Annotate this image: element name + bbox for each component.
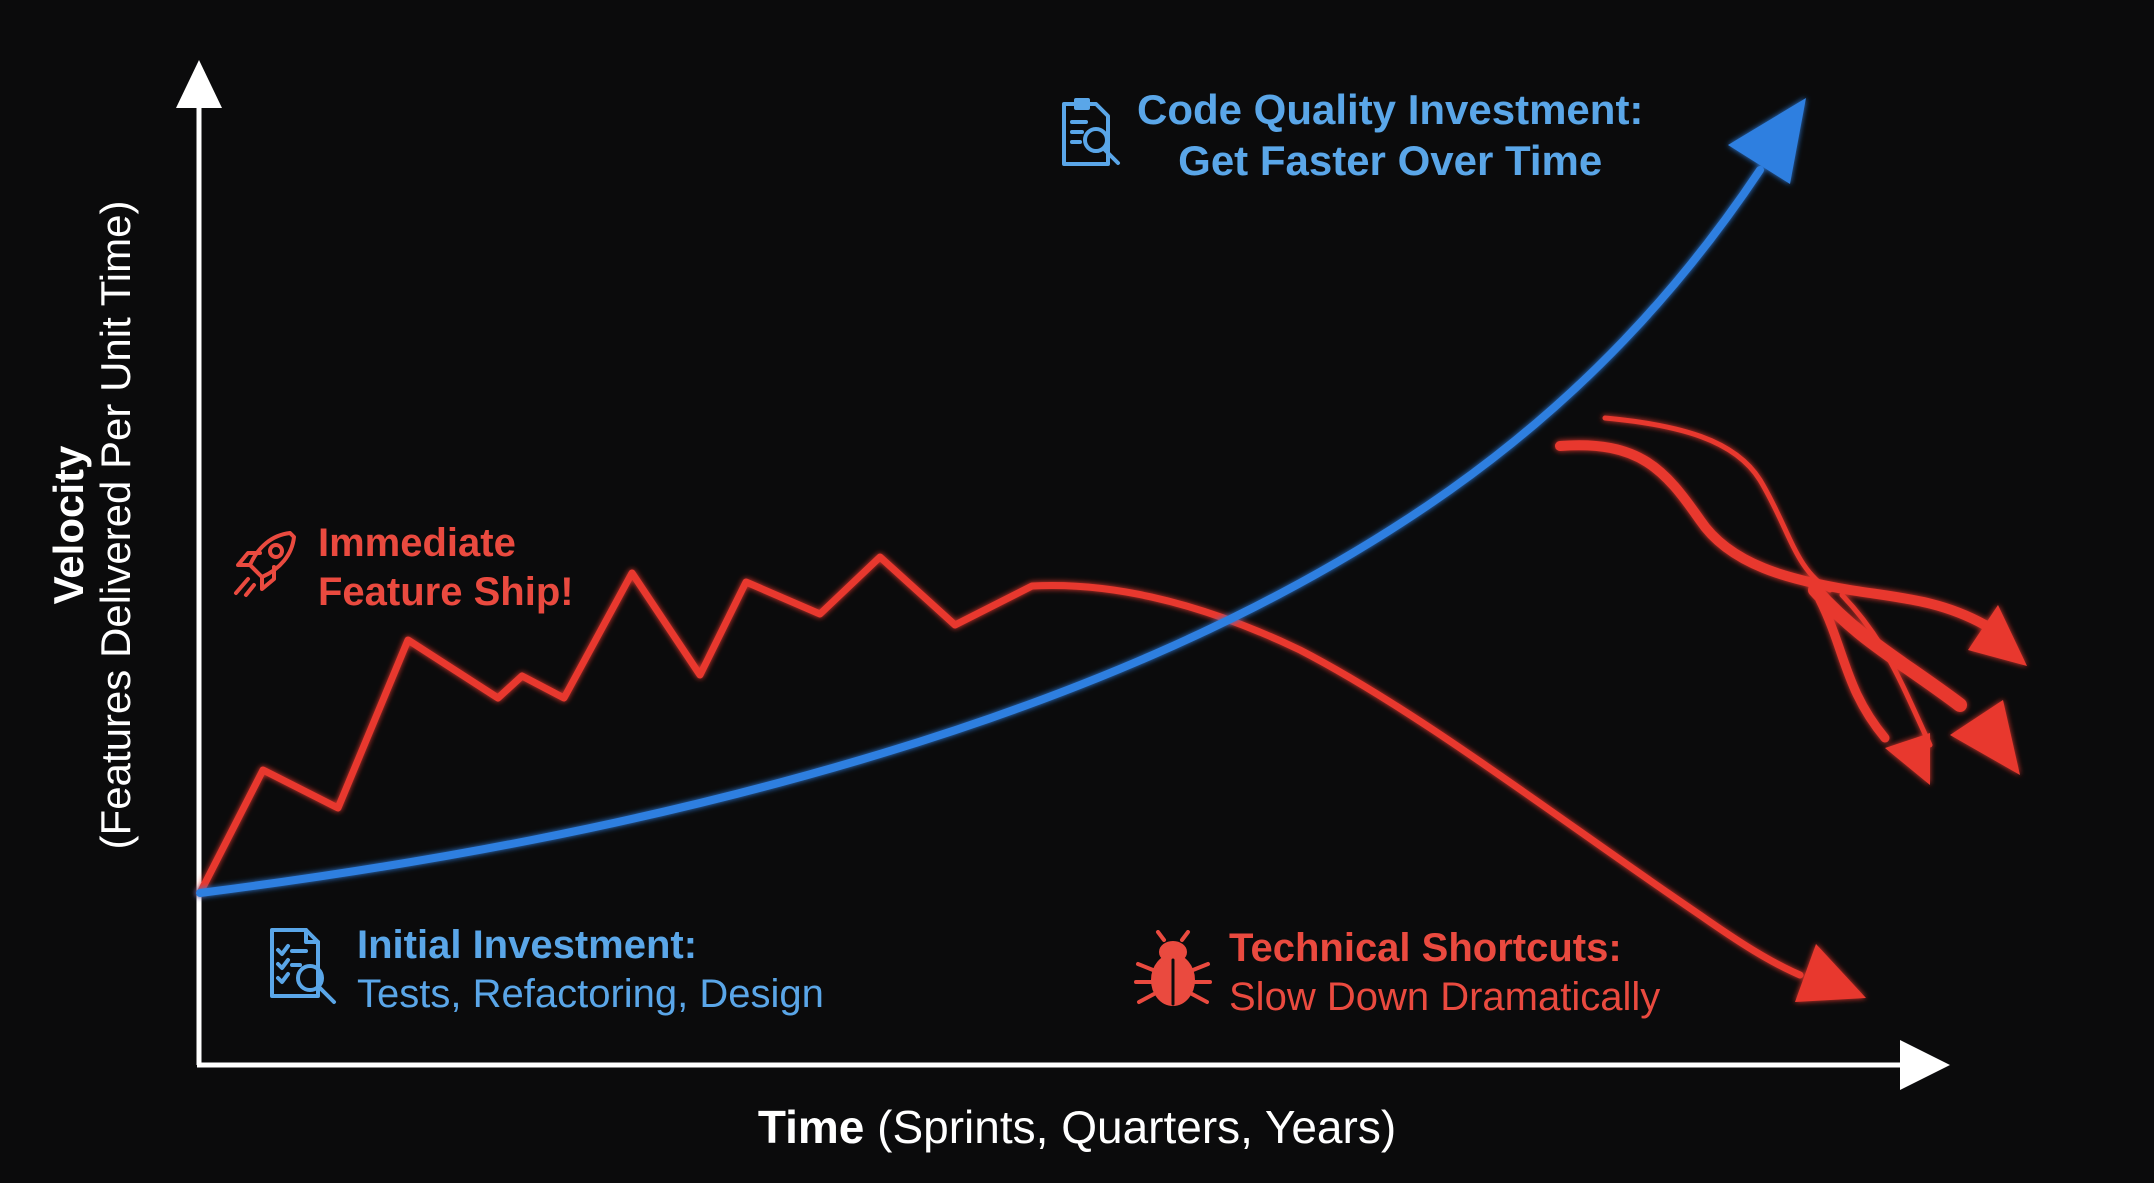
rocket-icon (234, 531, 296, 597)
quality-curve (196, 98, 1806, 897)
x-axis-arrowhead (1900, 1040, 1950, 1090)
immediate-line1: Immediate (318, 521, 516, 565)
branch-lower-arrowhead (1885, 733, 1930, 785)
y-axis-title: Velocity (45, 445, 92, 605)
x-axis-label: Time (Sprints, Quarters, Years) (0, 1100, 2154, 1154)
quality-curve-arrowhead (1728, 98, 1806, 184)
code-quality-line1: Code Quality Investment: (1137, 86, 1644, 133)
branch-upper-stroke (1602, 415, 1833, 593)
initial-investment-annotation: Initial Investment: Tests, Refactoring, … (357, 921, 824, 1019)
y-axis-arrowhead (176, 60, 222, 108)
document-search-icon (1062, 98, 1120, 166)
y-axis-subtitle: (Features Delivered Per Unit Time) (92, 200, 140, 850)
shortcut-curve (196, 553, 1866, 1002)
shortcuts-line2: Slow Down Dramatically (1229, 974, 1661, 1019)
y-axis-label: Velocity (Features Delivered Per Unit Ti… (45, 145, 139, 905)
code-quality-annotation: Code Quality Investment: Get Faster Over… (1137, 84, 1643, 186)
branch-main-stroke (1555, 440, 1990, 630)
branch-lower-stroke (1815, 595, 1890, 743)
shortcuts-line1: Technical Shortcuts: (1229, 926, 1622, 970)
checklist-search-icon (270, 928, 336, 1004)
x-axis-subtitle: (Sprints, Quarters, Years) (877, 1101, 1397, 1153)
branch-lower-thin-stroke (1839, 592, 1933, 748)
bug-icon (1134, 930, 1212, 1006)
initial-line2: Tests, Refactoring, Design (357, 971, 824, 1016)
technical-shortcuts-annotation: Technical Shortcuts: Slow Down Dramatica… (1229, 924, 1660, 1022)
quality-curve-line (196, 166, 1764, 897)
branch-right-arrowhead (1968, 605, 2027, 666)
immediate-line2: Feature Ship! (318, 569, 574, 614)
initial-line1: Initial Investment: (357, 923, 698, 967)
axes (176, 60, 1950, 1090)
x-axis-title: Time (757, 1101, 878, 1153)
immediate-annotation: Immediate Feature Ship! (318, 519, 574, 617)
branch-middle-arrowhead (1950, 700, 2020, 775)
shortcut-curve-line (196, 553, 1804, 979)
code-quality-line2: Get Faster Over Time (1178, 137, 1603, 185)
shortcut-curve-arrowhead (1795, 944, 1866, 1002)
branching-arrows (1555, 415, 2027, 785)
